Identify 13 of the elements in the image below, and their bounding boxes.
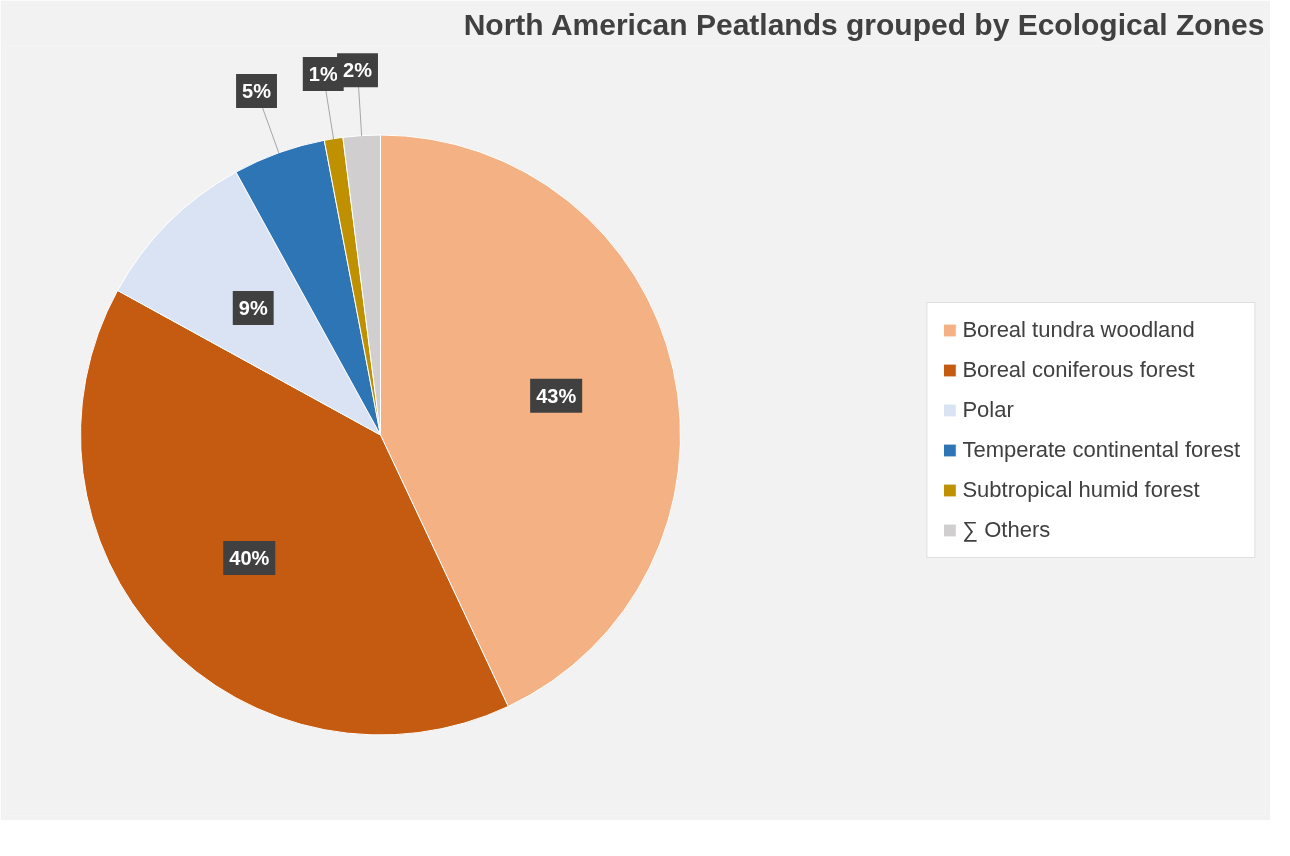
chart-title: North American Peatlands grouped by Ecological Zones	[463, 7, 1265, 41]
legend-label: Subtropical humid forest	[962, 477, 1200, 503]
data-label: 5%	[242, 80, 272, 103]
data-label: 2%	[343, 59, 373, 82]
data-label: 9%	[238, 296, 268, 319]
data-label: 40%	[229, 547, 270, 570]
legend-label: Polar	[962, 397, 1014, 423]
data-label: 1%	[308, 62, 338, 85]
legend-label: Temperate continental forest	[962, 437, 1240, 463]
legend-label: ∑ Others	[962, 517, 1051, 543]
legend-label: Boreal coniferous forest	[962, 357, 1195, 383]
data-label: 43%	[536, 384, 577, 407]
legend-label: Boreal tundra woodland	[962, 317, 1195, 343]
